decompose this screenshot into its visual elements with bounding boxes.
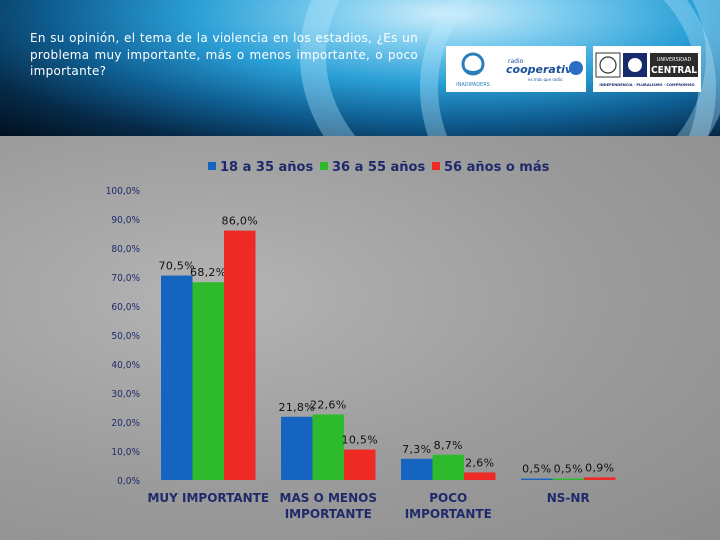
partner-logos: INADIPADERS radio cooperativa es más que… (446, 46, 586, 92)
y-tick-label: 30,0% (111, 389, 140, 400)
legend-swatch (432, 162, 440, 170)
bar (192, 282, 224, 480)
university-tagline: INDEPENDENCIA · PLURALISMO · COMPROMISO (599, 83, 694, 87)
bar (401, 458, 433, 480)
bar (464, 472, 496, 480)
bar (584, 477, 616, 480)
inpaf-logo: INADIPADERS radio cooperativa es más que… (456, 52, 583, 88)
y-tick-label: 20,0% (111, 418, 140, 429)
cooperativa-logo-text: cooperativa (506, 63, 579, 76)
y-tick-label: 90,0% (111, 215, 140, 226)
category-label: NS-NR (547, 491, 590, 505)
cooperativa-top-text: radio (508, 58, 524, 65)
bar (281, 416, 313, 480)
category-label: MUY IMPORTANTE (147, 491, 269, 505)
data-label: 0,5% (522, 463, 551, 476)
data-label: 0,5% (554, 463, 583, 476)
data-label: 70,5% (159, 260, 195, 273)
bar (344, 449, 376, 480)
legend-label: 36 a 55 años (332, 160, 425, 175)
bar (224, 230, 256, 480)
survey-question: En su opinión, el tema de la violencia e… (30, 31, 418, 78)
category-label: IMPORTANTE (285, 507, 372, 521)
data-label: 0,9% (585, 461, 614, 474)
data-label: 7,3% (402, 443, 431, 456)
data-label: 2,6% (465, 456, 494, 469)
universidad-central-logo: UNIVERSIDAD CENTRAL INDEPENDENCIA · PLUR… (595, 52, 698, 87)
data-label: 86,0% (222, 215, 258, 228)
legend-label: 56 años o más (444, 160, 550, 175)
y-tick-label: 40,0% (111, 360, 140, 371)
y-tick-label: 80,0% (111, 244, 140, 255)
category-label: IMPORTANTE (405, 507, 492, 521)
y-tick-label: 100,0% (106, 186, 141, 197)
bar (161, 275, 193, 480)
category-label: MAS O MENOS (280, 491, 377, 505)
y-tick-label: 70,0% (111, 273, 140, 284)
cooperativa-icon (569, 61, 583, 75)
university-line2: CENTRAL (651, 65, 697, 76)
data-label: 21,8% (279, 401, 315, 414)
header-banner: En su opinión, el tema de la violencia e… (0, 0, 720, 136)
y-tick-label: 60,0% (111, 302, 140, 313)
bar (432, 454, 464, 480)
legend-swatch (208, 162, 216, 170)
data-label: 8,7% (434, 439, 463, 452)
data-label: 22,6% (310, 398, 346, 411)
category-label: POCO (429, 491, 467, 505)
bar (552, 478, 584, 480)
bar (521, 478, 553, 480)
university-line1: UNIVERSIDAD (657, 57, 692, 63)
inpaf-logo-text: INADIPADERS (456, 82, 490, 88)
cooperativa-sub-text: es más que radio (528, 77, 563, 82)
y-tick-label: 50,0% (111, 331, 140, 342)
data-label: 68,2% (190, 266, 226, 279)
legend-label: 18 a 35 años (220, 160, 313, 175)
data-label: 10,5% (342, 434, 378, 447)
bar (312, 414, 344, 480)
university-logo-box: UNIVERSIDAD CENTRAL INDEPENDENCIA · PLUR… (593, 46, 701, 92)
y-tick-label: 0,0% (117, 476, 140, 487)
y-tick-label: 10,0% (111, 447, 140, 458)
legend-swatch (320, 162, 328, 170)
